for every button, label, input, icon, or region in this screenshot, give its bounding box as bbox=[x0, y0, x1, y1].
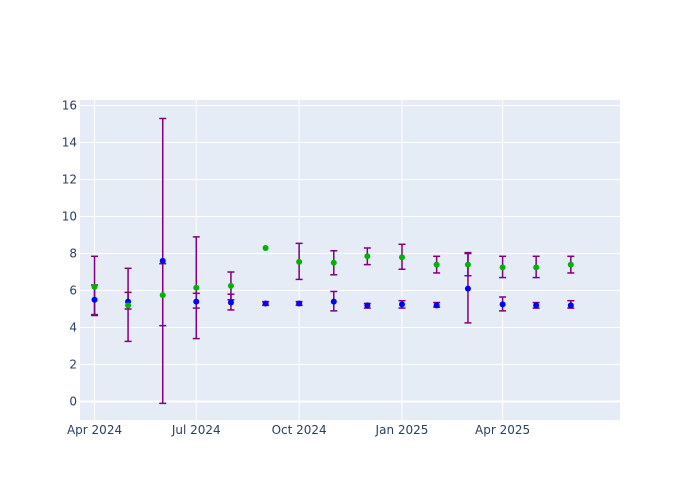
x-tick-label: Jul 2024 bbox=[171, 423, 221, 437]
data-point-blue bbox=[567, 302, 574, 309]
y-tick-label: 14 bbox=[62, 136, 77, 150]
x-tick-label: Apr 2024 bbox=[67, 423, 122, 437]
data-point-green bbox=[330, 259, 337, 266]
axis-layer: 0 2 4 6 8 10 12 14 16 Apr 2024 Jul 2024 Oct 2024 Jan… bbox=[62, 99, 530, 437]
y-tick-label: 12 bbox=[62, 173, 77, 187]
data-point-green bbox=[533, 264, 540, 271]
data-point-blue bbox=[296, 300, 303, 307]
data-point-blue bbox=[159, 257, 166, 264]
data-point-green bbox=[398, 254, 405, 261]
data-point-blue bbox=[91, 296, 98, 303]
data-point-blue bbox=[364, 302, 371, 309]
y-tick-label: 10 bbox=[62, 210, 77, 224]
x-tick-label: Oct 2024 bbox=[272, 423, 327, 437]
y-tick-label: 16 bbox=[62, 99, 77, 113]
data-point-blue bbox=[533, 302, 540, 309]
data-point-green bbox=[227, 282, 234, 289]
data-point-green bbox=[567, 261, 574, 268]
data-point-blue bbox=[227, 299, 234, 306]
y-tick-label: 4 bbox=[69, 321, 77, 335]
data-point-blue bbox=[433, 302, 440, 309]
y-tick-label: 6 bbox=[69, 284, 77, 298]
data-point-blue bbox=[464, 285, 471, 292]
marker-layer bbox=[91, 244, 574, 309]
data-point-green bbox=[159, 292, 166, 299]
data-point-blue bbox=[398, 301, 405, 308]
data-point-green bbox=[296, 258, 303, 265]
x-tick-label: Apr 2025 bbox=[475, 423, 530, 437]
y-tick-label: 0 bbox=[69, 395, 77, 409]
data-point-green bbox=[193, 284, 200, 291]
data-point-green bbox=[464, 261, 471, 268]
data-point-green bbox=[364, 253, 371, 260]
data-point-blue bbox=[193, 298, 200, 305]
data-point-blue bbox=[499, 301, 506, 308]
data-point-green bbox=[91, 283, 98, 290]
data-point-blue bbox=[330, 298, 337, 305]
data-point-green bbox=[125, 302, 132, 309]
x-tick-label: Jan 2025 bbox=[375, 423, 429, 437]
data-point-green bbox=[433, 261, 440, 268]
data-point-blue bbox=[262, 300, 269, 307]
data-point-green bbox=[499, 264, 506, 271]
plot-area bbox=[80, 100, 620, 420]
y-tick-label: 8 bbox=[69, 247, 77, 261]
y-tick-label: 2 bbox=[69, 358, 77, 372]
data-point-green bbox=[262, 244, 269, 251]
